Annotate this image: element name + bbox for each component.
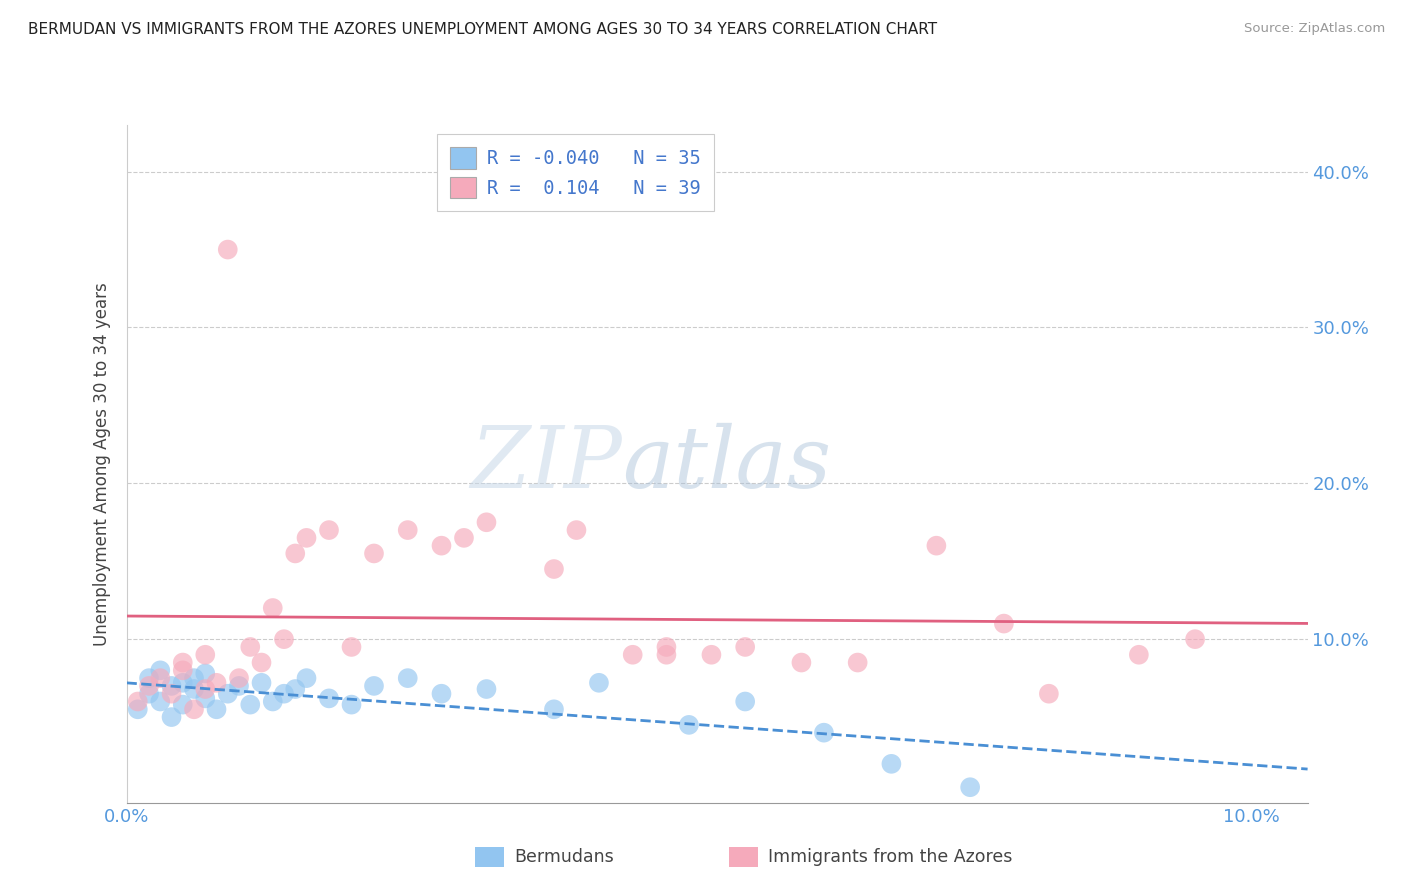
- Point: [217, 243, 239, 257]
- Point: [183, 681, 205, 696]
- Point: [205, 702, 228, 716]
- Point: [284, 681, 307, 696]
- Point: [273, 687, 295, 701]
- Point: [734, 694, 756, 708]
- Point: [149, 663, 172, 677]
- Point: [543, 562, 565, 576]
- Text: ZIP: ZIP: [471, 423, 623, 505]
- Point: [1184, 632, 1206, 647]
- Point: [880, 756, 903, 771]
- Point: [127, 694, 149, 708]
- Point: [138, 687, 160, 701]
- Point: [430, 539, 453, 553]
- Point: [846, 656, 869, 670]
- Point: [318, 523, 340, 537]
- Text: Source: ZipAtlas.com: Source: ZipAtlas.com: [1244, 22, 1385, 36]
- Point: [813, 725, 835, 739]
- Point: [138, 679, 160, 693]
- Point: [194, 681, 217, 696]
- Point: [160, 679, 183, 693]
- Point: [250, 675, 273, 690]
- Point: [149, 671, 172, 685]
- Point: [588, 675, 610, 690]
- Point: [194, 648, 217, 662]
- Text: BERMUDAN VS IMMIGRANTS FROM THE AZORES UNEMPLOYMENT AMONG AGES 30 TO 34 YEARS CO: BERMUDAN VS IMMIGRANTS FROM THE AZORES U…: [28, 22, 938, 37]
- Point: [543, 702, 565, 716]
- Point: [183, 702, 205, 716]
- Point: [138, 671, 160, 685]
- Point: [239, 698, 262, 712]
- Point: [565, 523, 588, 537]
- Point: [172, 656, 194, 670]
- Point: [149, 694, 172, 708]
- Point: [475, 516, 498, 530]
- Point: [262, 601, 284, 615]
- Point: [1128, 648, 1150, 662]
- Point: [228, 679, 250, 693]
- Point: [217, 687, 239, 701]
- Point: [734, 640, 756, 654]
- Point: [790, 656, 813, 670]
- Point: [183, 671, 205, 685]
- Point: [340, 640, 363, 654]
- Point: [363, 546, 385, 560]
- Point: [453, 531, 475, 545]
- Text: Bermudans: Bermudans: [515, 848, 613, 866]
- Point: [194, 691, 217, 706]
- Point: [700, 648, 723, 662]
- Point: [160, 710, 183, 724]
- Point: [655, 648, 678, 662]
- Point: [295, 531, 318, 545]
- Y-axis label: Unemployment Among Ages 30 to 34 years: Unemployment Among Ages 30 to 34 years: [93, 282, 111, 646]
- Point: [284, 546, 307, 560]
- Point: [127, 702, 149, 716]
- Point: [430, 687, 453, 701]
- Text: atlas: atlas: [623, 423, 832, 505]
- Point: [655, 640, 678, 654]
- Point: [678, 718, 700, 732]
- Point: [172, 663, 194, 677]
- Point: [1038, 687, 1060, 701]
- Point: [228, 671, 250, 685]
- Point: [475, 681, 498, 696]
- Point: [250, 656, 273, 670]
- Point: [160, 687, 183, 701]
- Point: [172, 698, 194, 712]
- Point: [262, 694, 284, 708]
- Point: [363, 679, 385, 693]
- Point: [993, 616, 1015, 631]
- Point: [340, 698, 363, 712]
- Point: [205, 675, 228, 690]
- Text: Immigrants from the Azores: Immigrants from the Azores: [768, 848, 1012, 866]
- Point: [194, 666, 217, 681]
- Point: [239, 640, 262, 654]
- Point: [295, 671, 318, 685]
- Point: [959, 780, 981, 795]
- Point: [172, 675, 194, 690]
- Point: [396, 671, 419, 685]
- Legend: R = -0.040   N = 35, R =  0.104   N = 39: R = -0.040 N = 35, R = 0.104 N = 39: [437, 135, 714, 211]
- FancyBboxPatch shape: [475, 847, 505, 867]
- Point: [318, 691, 340, 706]
- Point: [396, 523, 419, 537]
- FancyBboxPatch shape: [728, 847, 758, 867]
- Point: [621, 648, 644, 662]
- Point: [925, 539, 948, 553]
- Point: [273, 632, 295, 647]
